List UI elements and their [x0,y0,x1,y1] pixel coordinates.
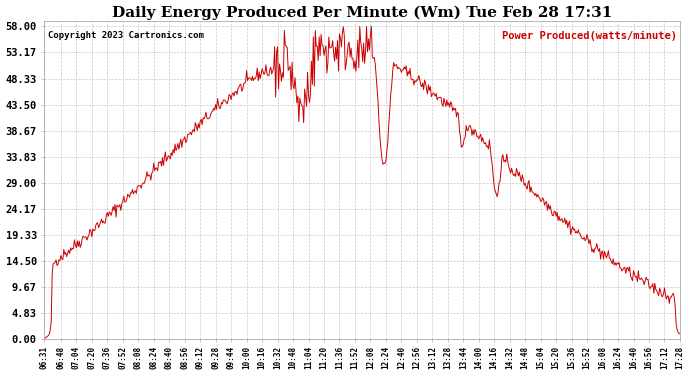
Title: Daily Energy Produced Per Minute (Wm) Tue Feb 28 17:31: Daily Energy Produced Per Minute (Wm) Tu… [112,6,613,20]
Text: Copyright 2023 Cartronics.com: Copyright 2023 Cartronics.com [48,31,204,40]
Text: Power Produced(watts/minute): Power Produced(watts/minute) [502,31,677,40]
